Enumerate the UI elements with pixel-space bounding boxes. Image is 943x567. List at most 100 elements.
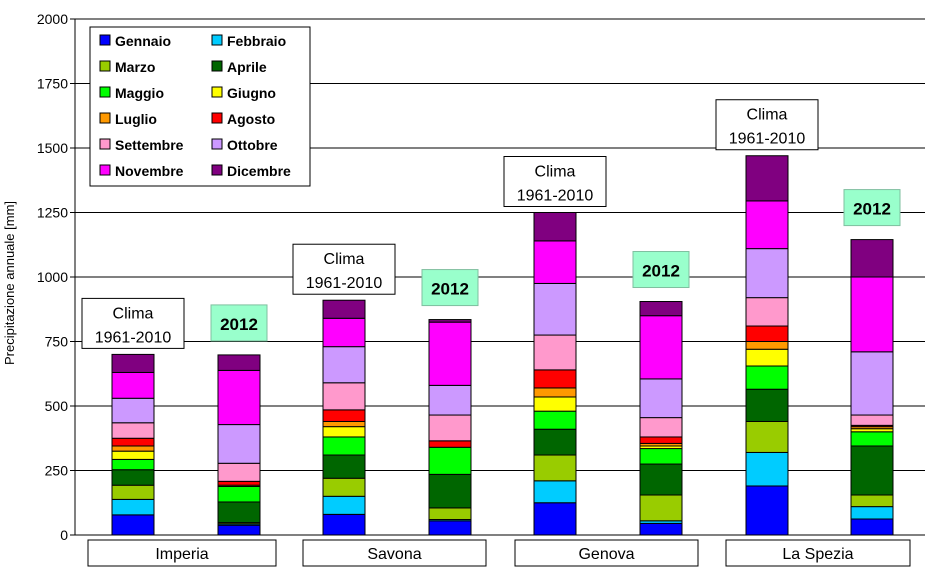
city-label: La Spezia: [725, 539, 911, 567]
annotation-text: Clima: [747, 107, 788, 124]
bar-segment-novembre: [322, 317, 366, 348]
bar-segment-settembre: [111, 422, 155, 439]
legend-label: Maggio: [115, 85, 164, 101]
bar-segment-marzo: [428, 507, 472, 521]
legend-item: Dicembre: [211, 163, 291, 179]
bar-segment-febbraio: [322, 495, 366, 515]
bar-segment-settembre: [428, 414, 472, 442]
bar-segment-agosto: [428, 440, 472, 448]
legend-swatch: [99, 164, 111, 176]
y-tick-label: 1000: [37, 269, 68, 285]
annotation-text: 1961-2010: [729, 131, 806, 148]
bar-segment-aprile: [533, 428, 577, 456]
bar-segment-settembre: [533, 334, 577, 371]
bar-segment-giugno: [111, 450, 155, 460]
city-label-text: Imperia: [155, 546, 208, 563]
bar-segment-ottobre: [217, 424, 261, 464]
annotation-text: 2012: [220, 315, 258, 334]
y-tick-label: 1500: [37, 140, 68, 156]
annotation-box: [292, 243, 396, 295]
legend-label: Gennaio: [115, 33, 171, 49]
legend-item: Giugno: [211, 85, 276, 101]
legend-label: Aprile: [227, 59, 267, 75]
bar-segment-aprile: [217, 501, 261, 524]
bars: [111, 155, 894, 536]
bar-segment-agosto: [217, 480, 261, 486]
y-tick-label: 500: [45, 398, 69, 414]
bar-segment-dicembre: [850, 239, 894, 278]
bar-segment-gennaio: [639, 522, 683, 536]
annotation-clima: Clima 1961-2010: [503, 156, 607, 207]
annotation-box: [503, 156, 607, 207]
annotation-text: 1961-2010: [306, 275, 383, 292]
annotation-box: [843, 189, 901, 227]
bar-segment-luglio: [745, 341, 789, 350]
bar-segment-maggio: [850, 431, 894, 447]
y-tick-label: 1750: [37, 76, 68, 92]
legend-item: Marzo: [99, 59, 155, 75]
legend-swatch: [99, 34, 111, 46]
annotation-clima: Clima 1961-2010: [81, 297, 185, 349]
legend-label: Febbraio: [227, 33, 286, 49]
bar-segment-gennaio: [217, 524, 261, 536]
bar-segment-novembre: [111, 371, 155, 399]
bar-segment-novembre: [217, 369, 261, 426]
y-tick-label: 750: [45, 334, 69, 350]
annotation-box: [81, 297, 185, 349]
bar-segment-luglio: [533, 387, 577, 398]
legend-label: Dicembre: [227, 163, 291, 179]
bar-segment-maggio: [745, 365, 789, 390]
bar-segment-novembre: [745, 200, 789, 250]
y-tick-label: 1250: [37, 205, 68, 221]
annotations: Clima 1961-2010 2012 Clima 1961-2010 2012 Clim…: [81, 99, 901, 349]
bar-segment-settembre: [745, 297, 789, 327]
legend-label: Marzo: [115, 59, 155, 75]
city-label-text: La Spezia: [782, 546, 853, 563]
bar-segment-novembre: [428, 321, 472, 386]
annotation-box: [632, 251, 690, 289]
bar-segment-marzo: [533, 454, 577, 482]
bar-segment-gennaio: [533, 502, 577, 536]
city-label: Imperia: [87, 539, 277, 567]
bar-segment-gennaio: [111, 514, 155, 536]
y-tick-label: 0: [60, 527, 68, 543]
annotation-text: 1961-2010: [517, 188, 594, 205]
annotation-box: [715, 99, 819, 151]
annotation-2012: 2012: [421, 269, 479, 307]
annotation-2012: 2012: [210, 304, 268, 342]
legend-item: Maggio: [99, 85, 164, 101]
bar-segment-ottobre: [322, 346, 366, 384]
annotation-2012: 2012: [632, 251, 690, 289]
annotation-clima: Clima 1961-2010: [292, 243, 396, 295]
city-label-box: [87, 539, 277, 567]
city-label-box: [725, 539, 911, 567]
y-tick-label: 2000: [37, 11, 68, 27]
bar-segment-ottobre: [745, 248, 789, 299]
bar-segment-novembre: [533, 240, 577, 284]
legend-label: Luglio: [115, 111, 157, 127]
annotation-box: [210, 304, 268, 342]
legend-swatch: [211, 34, 223, 46]
bar-segment-dicembre: [111, 353, 155, 373]
annotation-text: 1961-2010: [95, 329, 172, 346]
legend-item: Gennaio: [99, 33, 171, 49]
bar-segment-aprile: [111, 469, 155, 486]
bar-segment-novembre: [850, 276, 894, 353]
bar-segment-maggio: [217, 485, 261, 503]
annotation-text: Clima: [113, 305, 154, 322]
bar-segment-maggio: [111, 458, 155, 471]
bar-segment-aprile: [745, 388, 789, 422]
bar-segment-dicembre: [639, 301, 683, 317]
bar-segment-gennaio: [428, 520, 472, 536]
bar-segment-febbraio: [111, 498, 155, 516]
legend-swatch: [99, 60, 111, 72]
annotation-text: 2012: [853, 200, 891, 219]
bar-segment-febbraio: [850, 506, 894, 520]
annotation-box: [421, 269, 479, 307]
bar-segment-marzo: [639, 494, 683, 522]
bar-segment-novembre: [639, 315, 683, 380]
bar-segment-ottobre: [533, 282, 577, 336]
city-label: Genova: [514, 539, 699, 567]
legend-label: Novembre: [115, 163, 184, 179]
legend-item: Novembre: [99, 163, 184, 179]
